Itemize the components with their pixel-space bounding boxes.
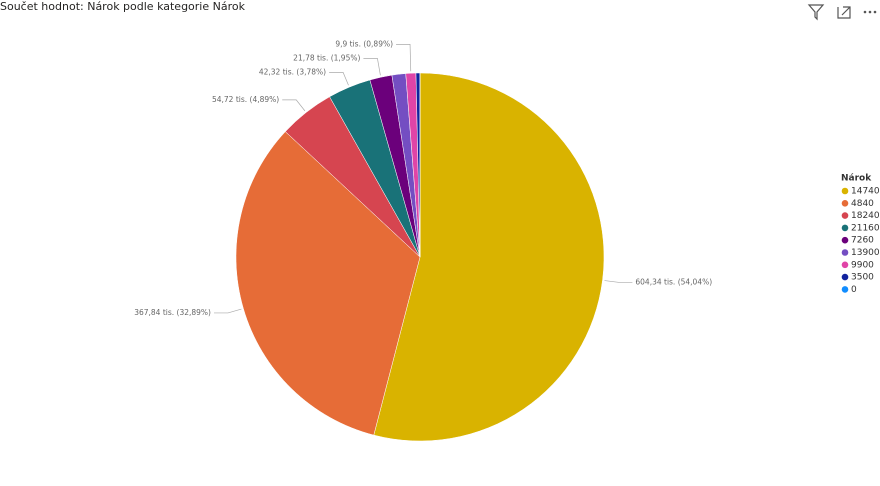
legend-marker: [841, 249, 849, 256]
data-label: 367,84 tis. (32,89%): [134, 308, 211, 317]
focus-icon[interactable]: [837, 6, 851, 19]
legend-marker: [841, 273, 849, 281]
leader-line: [213, 308, 242, 314]
pie-slice: [373, 72, 605, 442]
data-label: 42,32 tis. (3,78%): [259, 67, 326, 76]
leader-line: [329, 72, 349, 86]
legend-label: 4840: [851, 199, 874, 209]
legend-marker: [841, 200, 849, 207]
legend-label: 0: [851, 285, 857, 295]
leader-line: [604, 280, 633, 283]
legend-label: 13900: [851, 248, 880, 258]
legend-title: Nárok: [841, 174, 872, 184]
toolbar[interactable]: [807, 4, 877, 21]
legend-marker: [841, 224, 849, 232]
pie-slice: [235, 131, 421, 436]
more-icon[interactable]: [863, 10, 877, 14]
legend-marker: [841, 236, 849, 244]
legend-marker: [841, 212, 849, 219]
data-label: 54,72 tis. (4,89%): [212, 95, 279, 104]
leader-line: [396, 44, 412, 72]
legend-marker: [841, 187, 849, 195]
data-label: 9,9 tis. (0,89%): [335, 39, 393, 48]
legend-label: 9900: [851, 260, 874, 270]
chart-title: Součet hodnot: Nárok podle kategorie Nár…: [0, 0, 246, 13]
legend-label: 14740: [851, 187, 880, 197]
legend-marker: [841, 261, 849, 269]
legend-label: 21160: [851, 223, 880, 233]
legend-label: 18240: [851, 211, 880, 221]
filter-icon[interactable]: [807, 4, 825, 21]
legend-label: 3500: [851, 273, 874, 283]
data-label: 21,78 tis. (1,95%): [293, 53, 360, 62]
legend-label: 7260: [851, 236, 874, 246]
leader-line: [282, 99, 306, 112]
data-label: 604,34 tis. (54,04%): [635, 277, 712, 286]
leader-line: [363, 58, 381, 76]
legend-marker: [841, 286, 849, 293]
